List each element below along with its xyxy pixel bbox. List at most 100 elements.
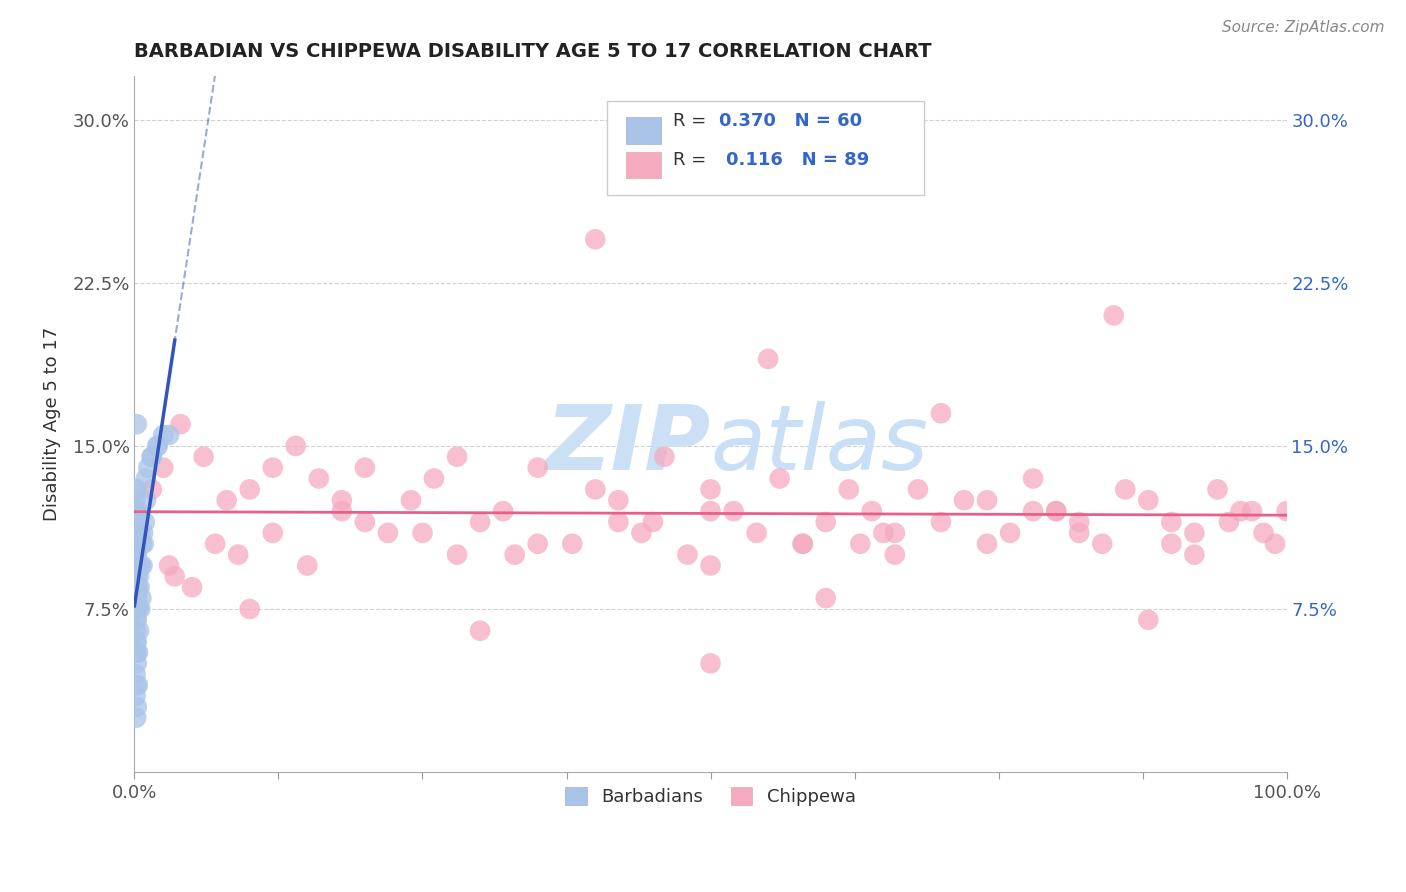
Point [998,525,1021,540]
Point [135,493,157,508]
Point [883,548,905,562]
Point [132,537,155,551]
Point [423,471,446,485]
Point [125,711,148,725]
Point [128,580,150,594]
Point [468,624,491,638]
Point [1160,537,1182,551]
Text: R =: R = [672,152,717,169]
Point [814,591,837,606]
Point [239,483,262,497]
Point [1206,483,1229,497]
Point [446,548,468,562]
Point [583,232,606,246]
Point [127,645,149,659]
Point [124,602,146,616]
Point [907,483,929,497]
Point [446,450,468,464]
Point [756,351,779,366]
Point [526,537,548,551]
Point [128,624,150,638]
Point [131,558,153,573]
Legend: Barbadians, Chippewa: Barbadians, Chippewa [557,778,865,815]
Point [699,504,721,518]
Point [699,558,721,573]
Point [124,537,146,551]
Point [132,525,155,540]
Point [127,602,149,616]
Point [1137,493,1160,508]
Point [1022,471,1045,485]
Point [125,634,148,648]
Point [125,699,148,714]
Point [1102,309,1125,323]
Point [215,493,238,508]
Point [354,515,377,529]
Point [308,471,330,485]
Point [583,483,606,497]
Point [745,525,768,540]
Point [769,471,792,485]
Point [654,450,676,464]
Point [125,591,148,606]
Point [125,678,148,692]
Point [399,493,422,508]
Point [792,537,814,551]
Point [157,558,180,573]
Point [526,460,548,475]
Text: 0.116   N = 89: 0.116 N = 89 [725,152,869,169]
Point [124,667,146,681]
Point [125,483,148,497]
Point [146,439,169,453]
Point [1253,525,1275,540]
Point [128,602,150,616]
Point [125,504,148,518]
Point [1229,504,1251,518]
Point [1184,548,1206,562]
Point [125,548,148,562]
Point [411,525,433,540]
Point [127,580,149,594]
Point [129,602,152,616]
Point [1264,537,1286,551]
Text: ZIP: ZIP [546,401,710,489]
Point [131,591,153,606]
Point [641,515,664,529]
Point [723,504,745,518]
Point [262,525,284,540]
Point [125,591,148,606]
Bar [627,152,661,178]
Point [125,417,148,431]
Point [124,645,146,659]
Point [127,558,149,573]
Point [125,525,148,540]
Point [1275,504,1298,518]
Point [193,450,215,464]
Point [163,569,186,583]
Text: atlas: atlas [710,401,928,489]
Point [468,515,491,529]
Point [1022,504,1045,518]
Point [1160,515,1182,529]
Point [1114,483,1136,497]
Point [152,428,174,442]
Point [125,634,148,648]
Point [838,483,860,497]
FancyBboxPatch shape [607,101,924,194]
Point [953,493,976,508]
Point [1218,515,1240,529]
Point [1184,525,1206,540]
Point [124,580,146,594]
Point [1240,504,1263,518]
Point [125,569,148,583]
Point [284,439,307,453]
Point [141,450,163,464]
Point [883,525,905,540]
Point [131,537,153,551]
Point [330,493,353,508]
Point [1069,525,1091,540]
Point [136,460,159,475]
Point [135,471,157,485]
Point [607,493,630,508]
Point [124,515,146,529]
